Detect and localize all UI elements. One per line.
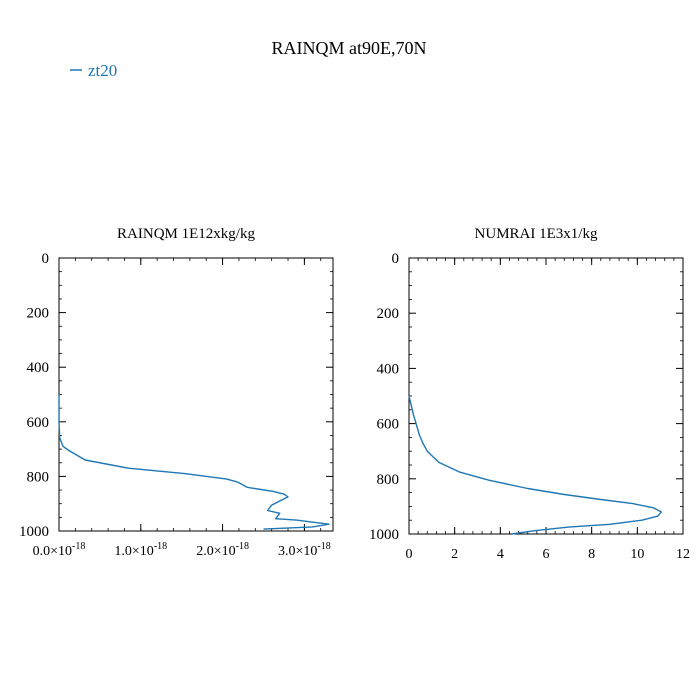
x-tick-label: 4 [497, 547, 504, 562]
legend: zt20 [70, 61, 117, 80]
legend-label: zt20 [88, 61, 117, 80]
y-tick-label: 200 [377, 306, 400, 322]
x-tick-label: 2.0×10-18 [196, 541, 249, 559]
y-tick-label: 1000 [369, 527, 399, 543]
y-tick-label: 0 [42, 251, 50, 267]
y-tick-label: 600 [27, 415, 50, 431]
subplot-title: NUMRAI 1E3x1/kg [475, 226, 598, 242]
y-tick-label: 200 [27, 306, 50, 322]
x-tick-label: 0 [406, 547, 413, 562]
y-tick-label: 0 [392, 251, 400, 267]
y-tick-label: 1000 [19, 524, 49, 540]
x-tick-label: 0.0×10-18 [33, 541, 86, 559]
y-tick-label: 600 [377, 417, 400, 433]
figure-title: RAINQM at90E,70N [272, 38, 427, 58]
x-tick-label: 3.0×10-18 [278, 541, 331, 559]
y-tick-label: 800 [27, 469, 50, 485]
x-tick-label: 10 [630, 547, 644, 562]
y-tick-label: 400 [27, 360, 50, 376]
y-tick-label: 400 [377, 361, 400, 377]
subplot-title: RAINQM 1E12xkg/kg [117, 226, 255, 242]
x-tick-label: 1.0×10-18 [114, 541, 167, 559]
plot-frame [58, 257, 334, 532]
numrai-panel: NUMRAI 1E3x1/kg 0 200 400 600 800 1000 0 2 4 6 8 10 1… [369, 226, 690, 562]
y-tick-label: 800 [377, 472, 400, 488]
x-tick-label: 6 [543, 547, 550, 562]
x-tick-label: 8 [588, 547, 595, 562]
plot-frame [408, 257, 684, 535]
x-tick-label: 12 [676, 547, 690, 562]
series-line-zt20 [408, 395, 662, 535]
series-line-zt20 [58, 394, 330, 530]
rainqm-panel: RAINQM 1E12xkg/kg 0 200 400 600 800 10000.0×10… [19, 226, 334, 559]
x-tick-label: 2 [451, 547, 458, 562]
